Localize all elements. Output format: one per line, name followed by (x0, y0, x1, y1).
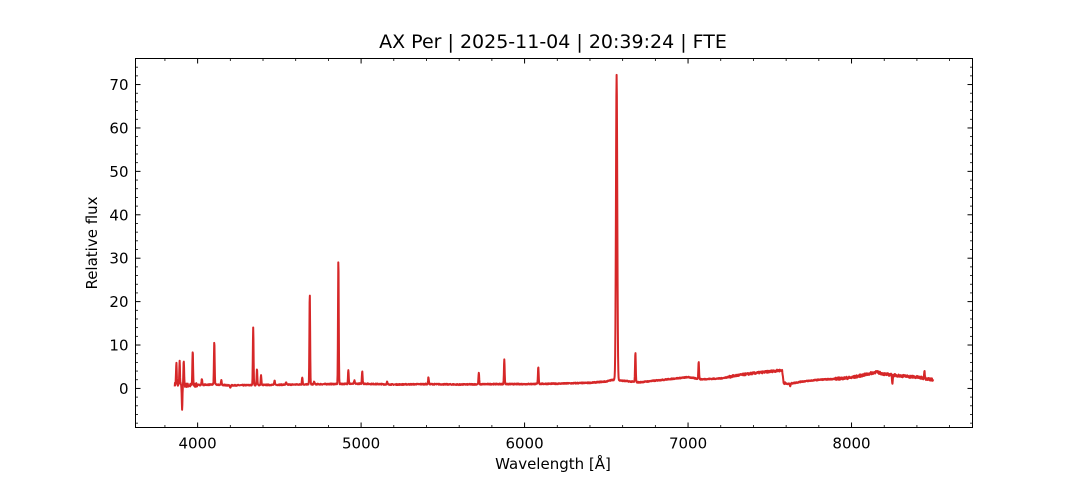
y-tick-label: 20 (109, 293, 128, 311)
y-tick-label: 60 (109, 119, 128, 137)
x-tick-label: 4000 (179, 435, 217, 453)
y-tick-label: 70 (109, 76, 128, 94)
y-tick-label: 10 (109, 337, 128, 355)
y-tick-label: 40 (109, 206, 128, 224)
spectrum-line (173, 73, 935, 411)
y-tick-label: 30 (109, 250, 128, 268)
x-tick-label: 5000 (342, 435, 380, 453)
y-tick-label: 0 (119, 380, 129, 398)
x-tick-label: 6000 (505, 435, 543, 453)
chart-title: AX Per | 2025-11-04 | 20:39:24 | FTE (379, 31, 727, 53)
y-axis-label: Relative flux (83, 196, 101, 289)
plot-frame (135, 58, 973, 428)
x-axis-label: Wavelength [Å] (495, 454, 611, 473)
y-tick-label: 50 (109, 163, 128, 181)
axis-ticks: 4000 5000 6000 7000 8000 0 10 20 30 40 50 60 70 (109, 58, 973, 453)
plot-area (173, 73, 935, 411)
x-tick-label: 7000 (669, 435, 707, 453)
x-tick-label: 8000 (832, 435, 870, 453)
